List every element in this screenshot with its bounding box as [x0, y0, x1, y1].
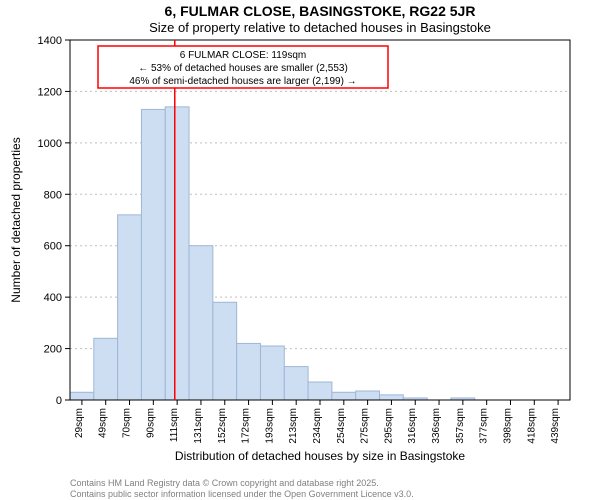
histogram-bar: [189, 246, 213, 400]
chart-container: { "titles": { "main": "6, FULMAR CLOSE, …: [0, 0, 600, 500]
x-tick-label: 377sqm: [479, 408, 490, 444]
y-tick-label: 1200: [38, 86, 62, 98]
x-tick-label: 70sqm: [122, 408, 133, 438]
histogram-bar: [213, 302, 237, 400]
callout-line1: 6 FULMAR CLOSE: 119sqm: [180, 50, 307, 61]
histogram-bar: [356, 391, 380, 400]
x-tick-label: 316sqm: [407, 408, 418, 444]
x-tick-label: 295sqm: [383, 408, 394, 444]
histogram-bar: [308, 382, 332, 400]
x-tick-label: 29sqm: [74, 408, 85, 438]
y-tick-label: 1000: [38, 138, 62, 150]
x-tick-label: 418sqm: [526, 408, 537, 444]
y-tick-label: 600: [44, 241, 62, 253]
x-tick-label: 111sqm: [169, 408, 180, 442]
y-axis-label: Number of detached properties: [9, 137, 23, 302]
histogram-bar: [94, 338, 118, 400]
callout-line2: ← 53% of detached houses are smaller (2,…: [138, 63, 348, 74]
x-tick-label: 193sqm: [264, 408, 275, 444]
x-tick-label: 49sqm: [98, 408, 109, 438]
histogram-chart: 6, FULMAR CLOSE, BASINGSTOKE, RG22 5JRSi…: [0, 0, 600, 500]
x-tick-label: 336sqm: [431, 408, 442, 444]
x-tick-label: 439sqm: [550, 408, 561, 444]
histogram-bar: [284, 367, 308, 400]
histogram-bar: [237, 343, 261, 400]
chart-title: 6, FULMAR CLOSE, BASINGSTOKE, RG22 5JR: [165, 3, 476, 19]
x-tick-label: 90sqm: [145, 408, 156, 438]
y-tick-label: 1400: [38, 35, 62, 47]
y-tick-label: 800: [44, 189, 62, 201]
histogram-bar: [118, 215, 142, 400]
x-tick-label: 357sqm: [455, 408, 466, 444]
histogram-bar: [332, 392, 356, 400]
histogram-bar: [260, 346, 284, 400]
histogram-bar: [380, 395, 404, 400]
y-tick-label: 400: [44, 292, 62, 304]
x-tick-label: 131sqm: [193, 408, 204, 444]
x-tick-label: 398sqm: [502, 408, 513, 444]
chart-subtitle: Size of property relative to detached ho…: [149, 20, 491, 35]
y-tick-label: 0: [56, 395, 62, 407]
footer-line2: Contains public sector information licen…: [70, 489, 414, 499]
y-tick-label: 200: [44, 344, 62, 356]
x-tick-label: 254sqm: [336, 408, 347, 444]
x-tick-label: 152sqm: [217, 408, 228, 444]
histogram-bar: [70, 392, 94, 400]
x-tick-label: 213sqm: [288, 408, 299, 444]
x-tick-label: 234sqm: [312, 408, 323, 444]
histogram-bar: [165, 107, 189, 400]
histogram-bar: [141, 109, 165, 400]
x-axis-label: Distribution of detached houses by size …: [175, 449, 465, 463]
footer-line1: Contains HM Land Registry data © Crown c…: [70, 478, 379, 488]
x-tick-label: 172sqm: [241, 408, 252, 444]
x-tick-label: 275sqm: [360, 408, 371, 444]
callout-line3: 46% of semi-detached houses are larger (…: [129, 76, 356, 87]
